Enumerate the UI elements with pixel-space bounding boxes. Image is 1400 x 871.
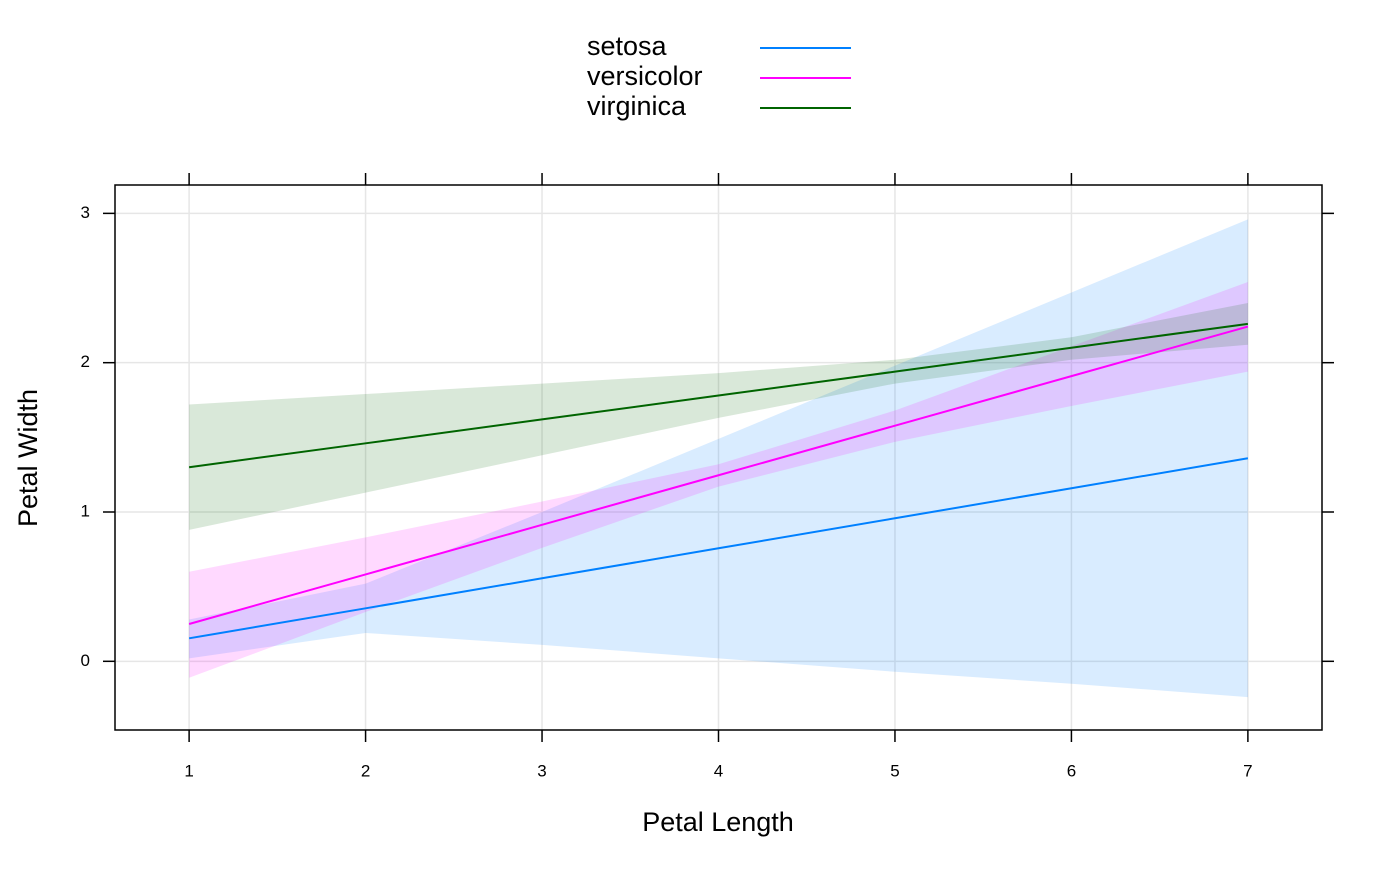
y-tick-label: 0 bbox=[81, 651, 90, 670]
x-tick-label: 2 bbox=[361, 761, 370, 780]
x-axis-label: Petal Length bbox=[642, 807, 794, 837]
line bbox=[188, 322, 1249, 469]
y-tick-label: 2 bbox=[81, 352, 90, 371]
legend-label: versicolor bbox=[587, 61, 703, 91]
x-tick-label: 7 bbox=[1243, 761, 1252, 780]
legend-label: setosa bbox=[587, 31, 668, 61]
confidence-band bbox=[189, 282, 1248, 678]
x-tick-label: 4 bbox=[714, 761, 723, 780]
y-tick-label: 1 bbox=[81, 501, 90, 520]
line bbox=[188, 325, 1249, 625]
x-tick-label: 3 bbox=[537, 761, 546, 780]
line bbox=[188, 457, 1249, 640]
y-axis-label: Petal Width bbox=[13, 389, 43, 527]
confidence-band bbox=[189, 219, 1248, 698]
x-tick-label: 1 bbox=[184, 761, 193, 780]
legend-label: virginica bbox=[587, 91, 687, 121]
x-tick-label: 6 bbox=[1067, 761, 1076, 780]
x-tick-label: 5 bbox=[890, 761, 899, 780]
y-tick-label: 3 bbox=[81, 203, 90, 222]
